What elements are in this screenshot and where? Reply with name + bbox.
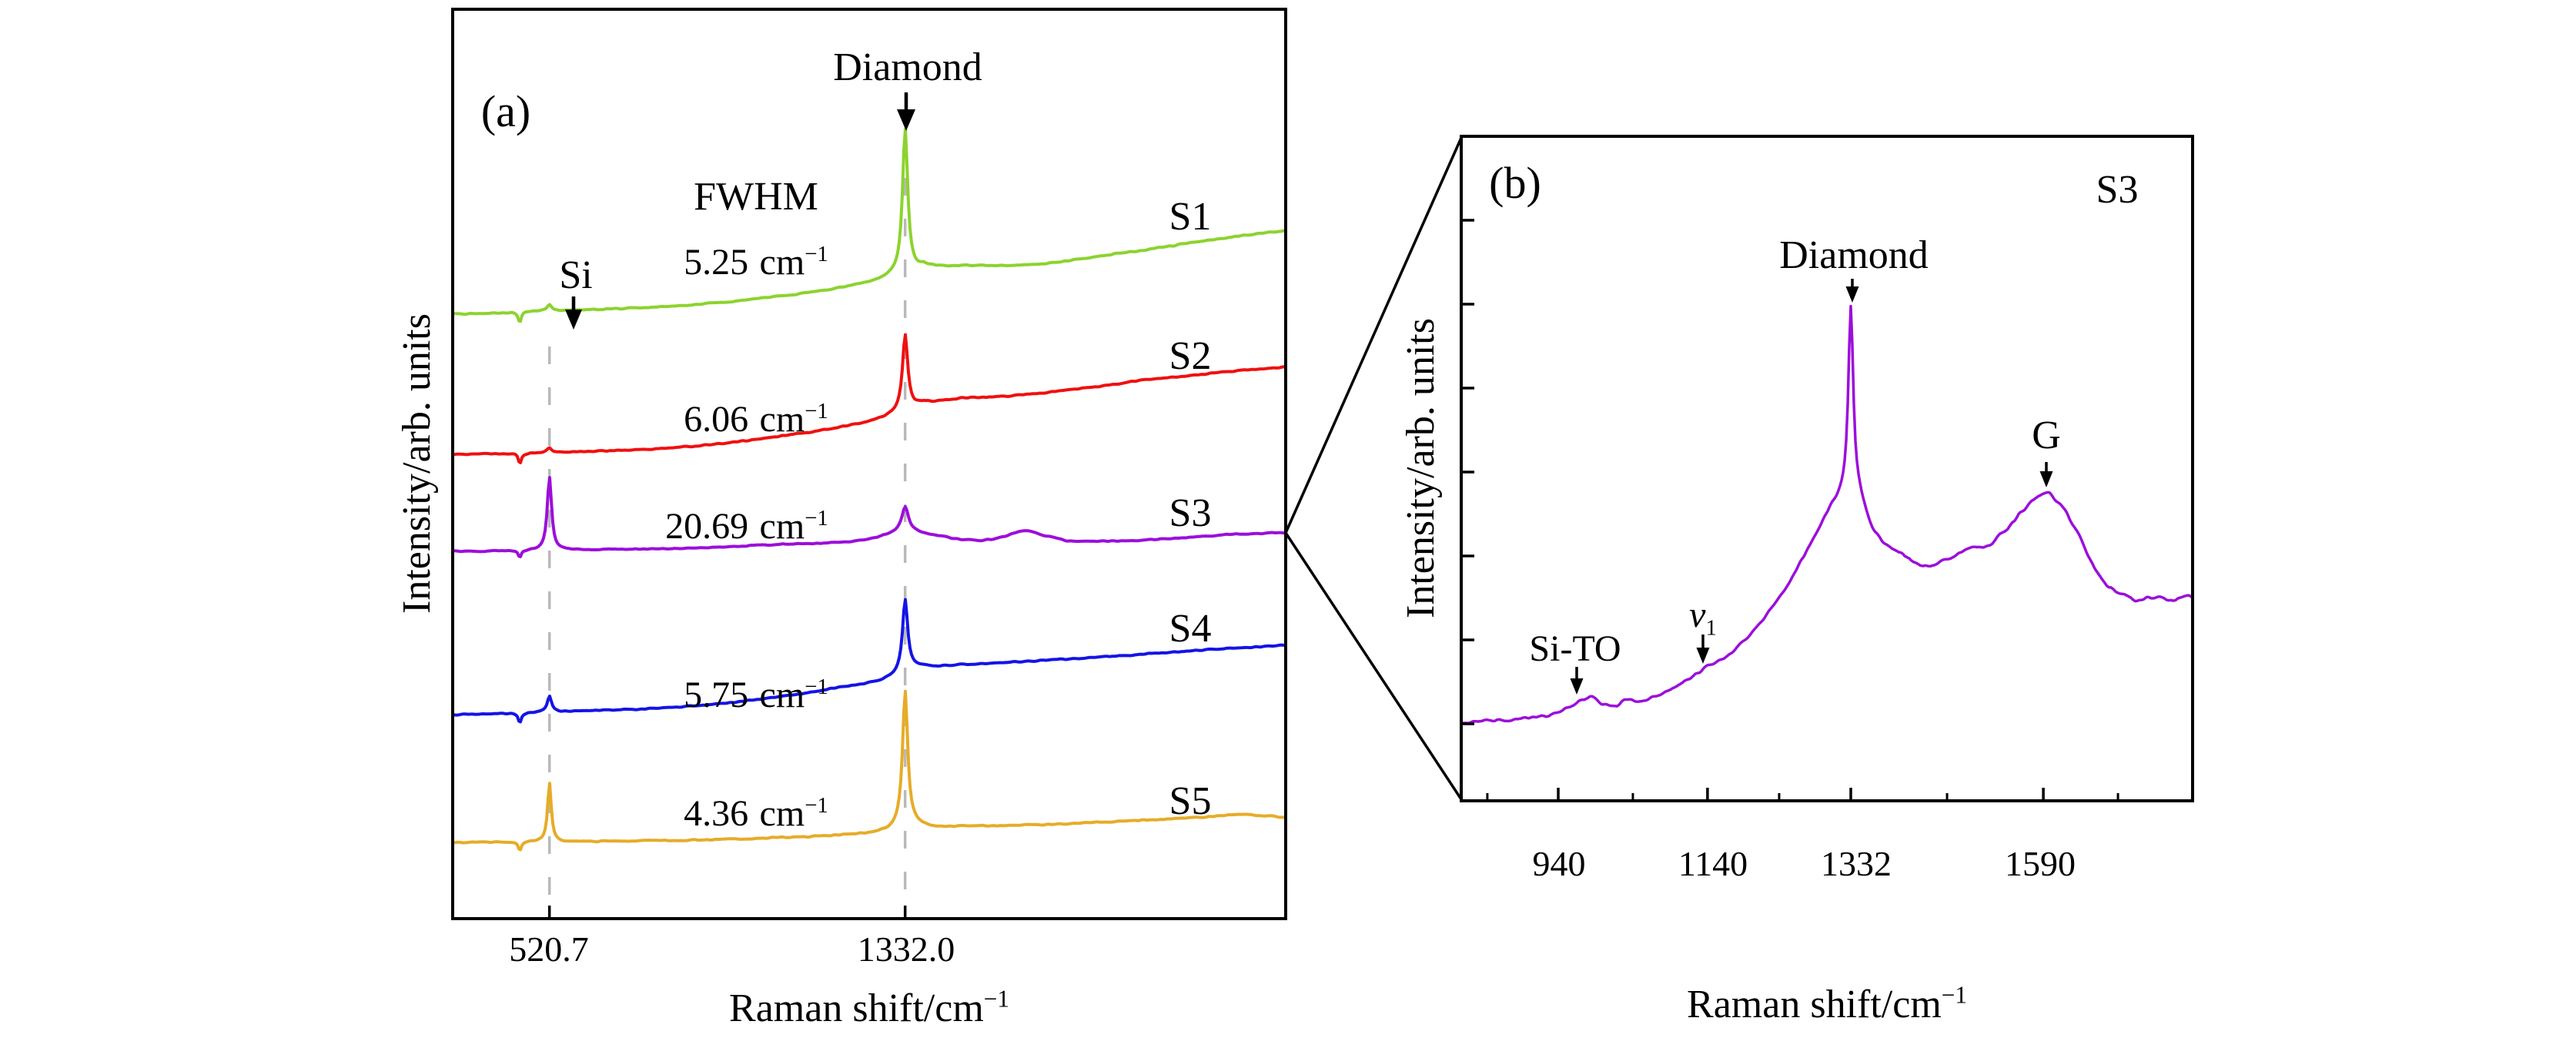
- series-label-s4: S4: [1169, 607, 1212, 651]
- nu1-sub: 1: [1705, 615, 1717, 641]
- x-axis-title-b: Raman shift/cm−1: [1687, 981, 1967, 1026]
- fwhm-header: FWHM: [694, 175, 818, 219]
- zoom-connector-bottom: [1284, 532, 1463, 800]
- x-tick-b-1140: 1140: [1678, 844, 1748, 883]
- sample-label-b: S3: [2096, 168, 2139, 212]
- panel-a-tag: (a): [480, 86, 531, 136]
- g-arrow-b-head: [2039, 471, 2053, 487]
- y-axis-title-b: Intensity/arb. units: [1399, 318, 1443, 618]
- spectrum-curve-s4: [453, 598, 1286, 724]
- fwhm-value-s2: 6.06 cm−1: [684, 399, 828, 440]
- diamond-peak-label-b: Diamond: [1779, 233, 1929, 277]
- series-label-s5: S5: [1169, 779, 1212, 823]
- series-label-s3: S3: [1169, 491, 1212, 535]
- fwhm-number-s1: 5.25: [684, 242, 749, 283]
- fwhm-unit-sup-s1: −1: [805, 242, 828, 266]
- x-axis-title-a-base: Raman shift/cm: [729, 986, 984, 1030]
- fwhm-number-s2: 6.06: [684, 399, 749, 440]
- zoom-connector-top: [1284, 137, 1463, 534]
- x-tick-b-1332: 1332: [1821, 844, 1892, 883]
- fwhm-number-s4: 5.75: [684, 675, 749, 715]
- x-tick-b-940: 940: [1532, 844, 1586, 883]
- fwhm-value-s1: 5.25 cm−1: [684, 242, 828, 283]
- panel-a-frame: [451, 8, 1287, 920]
- series-label-s1: S1: [1169, 195, 1212, 239]
- fwhm-number-s5: 4.36: [684, 793, 749, 834]
- spectrum-curve-s1: [453, 127, 1286, 323]
- si-to-label: Si-TO: [1529, 628, 1621, 669]
- fwhm-unit-sup-s5: −1: [805, 793, 828, 818]
- fwhm-unit-sup-s4: −1: [805, 675, 828, 699]
- panel-b-frame: [1460, 135, 2194, 802]
- fwhm-value-s5: 4.36 cm−1: [684, 795, 828, 832]
- spectrum-curve-s3-zoom: [1461, 304, 2193, 725]
- fwhm-unit-s3: cm: [759, 506, 805, 547]
- spectrum-curve-s3: [453, 476, 1286, 558]
- fwhm-value-s4: 5.75 cm−1: [684, 675, 828, 715]
- y-axis-title-a: Intensity/arb. units: [395, 313, 439, 614]
- fwhm-unit-s5: cm: [759, 793, 805, 834]
- spectrum-curve-s5: [453, 689, 1286, 852]
- si-peak-label-a: Si: [559, 253, 593, 297]
- fwhm-unit-s2: cm: [759, 399, 805, 440]
- diamond-arrow-b-head: [1845, 286, 1859, 303]
- panel-b-tag: (b): [1489, 158, 1541, 208]
- fwhm-unit-sup-s2: −1: [805, 399, 828, 424]
- nu1-arrow-b-head: [1696, 648, 1710, 664]
- nu1-label: ν1: [1689, 594, 1717, 639]
- x-axis-title-a-sup: −1: [983, 985, 1009, 1013]
- fwhm-unit-sup-s3: −1: [805, 506, 828, 531]
- diamond-arrow-a-head: [897, 109, 915, 131]
- x-tick-b-1590: 1590: [2005, 844, 2076, 883]
- fwhm-unit-s1: cm: [759, 242, 805, 283]
- x-axis-title-a: Raman shift/cm−1: [729, 985, 1009, 1030]
- g-band-label: G: [2032, 414, 2061, 457]
- diamond-peak-label-a: Diamond: [833, 45, 982, 89]
- fwhm-value-s3: 20.69 cm−1: [665, 506, 828, 547]
- si-to-arrow-b-head: [1570, 678, 1584, 695]
- x-tick-a-520: 520.7: [509, 929, 589, 969]
- si-arrow-a-head: [565, 310, 582, 330]
- nu1-base: ν: [1689, 594, 1706, 635]
- fwhm-number-s3: 20.69: [665, 506, 749, 547]
- spectrum-curve-s2: [453, 333, 1286, 464]
- fwhm-unit-s4: cm: [759, 675, 805, 715]
- series-label-s2: S2: [1169, 334, 1212, 378]
- x-axis-title-b-base: Raman shift/cm: [1687, 983, 1942, 1026]
- x-axis-title-b-sup: −1: [1941, 981, 1967, 1009]
- x-tick-a-1332: 1332.0: [857, 929, 955, 969]
